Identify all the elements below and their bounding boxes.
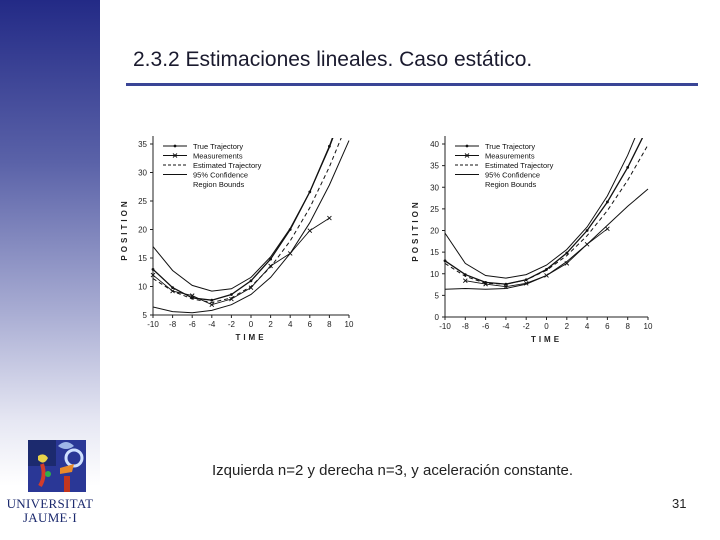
y-tick-label: 20 <box>138 226 147 235</box>
y-tick-label: 15 <box>138 254 147 263</box>
measurement-point <box>307 228 313 233</box>
series-line-estimated-trajectory <box>153 138 342 304</box>
true-trajectory-point <box>249 279 253 283</box>
legend-label: Estimated Trajectory <box>193 161 262 170</box>
legend-label: 95% Confidence <box>485 171 540 180</box>
legend-marker <box>464 153 470 158</box>
true-trajectory-point <box>606 200 609 204</box>
x-tick-label: 2 <box>565 322 570 331</box>
series-line-true-trajectory <box>445 138 644 285</box>
measurement-point <box>189 293 195 298</box>
legend-label: Measurements <box>193 152 243 161</box>
x-tick-label: 8 <box>327 320 332 329</box>
slide-caption: Izquierda n=2 y derecha n=3, y aceleraci… <box>212 462 574 479</box>
true-trajectory-point <box>443 259 447 263</box>
title-rule <box>126 83 698 86</box>
true-trajectory-point <box>171 286 174 290</box>
series-line-upper-bound <box>445 138 636 279</box>
legend-label: Region Bounds <box>193 180 245 189</box>
x-tick-label: -10 <box>147 320 159 329</box>
x-tick-label: -4 <box>502 322 510 331</box>
measurement-point <box>209 302 215 308</box>
chart-right: 0 5 10 15 20 25 30 35 40 -10 -8 -6 -4 -2 0 2 4 6 8 10 TIME PO… <box>411 136 653 344</box>
legend-label: Measurements <box>485 152 535 161</box>
series-line-measurements <box>465 228 608 288</box>
measurement-point <box>268 263 273 269</box>
x-tick-label: 6 <box>605 322 610 331</box>
legend-marker <box>172 153 178 158</box>
y-tick-label: 25 <box>430 205 439 214</box>
series-line-upper-bound <box>153 138 334 292</box>
x-tick-label: 6 <box>308 320 313 329</box>
y-axis-label: POSITION <box>411 199 420 261</box>
true-trajectory-point <box>230 293 233 296</box>
y-tick-label: 40 <box>430 140 439 149</box>
y-tick-label: 0 <box>435 313 440 322</box>
x-tick-label: -2 <box>523 322 531 331</box>
series-line-measurements <box>153 217 330 306</box>
legend-label: True Trajectory <box>485 142 535 151</box>
measurement-point <box>229 296 234 302</box>
series-line-estimated-trajectory <box>445 144 649 285</box>
slide-title: 2.3.2 Estimaciones lineales. Caso estáti… <box>133 48 533 71</box>
series-line-lower-bound <box>445 188 649 290</box>
true-trajectory-point <box>626 165 630 169</box>
y-tick-label: 15 <box>430 248 439 257</box>
true-trajectory-point <box>585 229 589 232</box>
x-tick-label: 4 <box>585 322 590 331</box>
legend-label: 95% Confidence <box>193 171 248 180</box>
measurement-point <box>605 226 610 232</box>
y-tick-label: 10 <box>430 270 439 279</box>
x-axis-label: TIME <box>235 333 266 342</box>
y-tick-label: 35 <box>138 140 147 149</box>
true-trajectory-point <box>269 257 272 261</box>
y-axis-label: POSITION <box>120 198 129 260</box>
legend-label: True Trajectory <box>193 142 243 151</box>
legend-marker <box>173 144 177 148</box>
page-number: 31 <box>672 496 687 511</box>
y-tick-label: 25 <box>138 197 147 206</box>
x-tick-label: -6 <box>482 322 490 331</box>
x-tick-label: 8 <box>625 322 630 331</box>
measurement-point <box>150 272 156 278</box>
x-tick-label: -10 <box>439 322 451 331</box>
measurement-point <box>327 215 332 221</box>
y-tick-label: 35 <box>430 162 439 171</box>
measurement-point <box>248 285 254 290</box>
true-trajectory-point <box>565 251 569 255</box>
university-logo-icon <box>28 440 86 492</box>
legend-label: Estimated Trajectory <box>485 161 554 170</box>
measurement-point <box>462 278 468 283</box>
y-tick-label: 20 <box>430 227 439 236</box>
x-tick-label: 0 <box>544 322 549 331</box>
x-tick-label: -6 <box>189 320 197 329</box>
x-tick-label: 4 <box>288 320 293 329</box>
legend-label: Region Bounds <box>485 180 537 189</box>
true-trajectory-point <box>151 268 155 271</box>
chart-left: 5 10 15 20 25 30 35 -10 -8 -6 -4 -2 0 2 4 6 8 10 TIME POSIT… <box>120 136 354 342</box>
x-tick-label: -8 <box>169 320 177 329</box>
x-axis-label: TIME <box>531 335 562 344</box>
y-tick-label: 30 <box>138 169 147 178</box>
x-tick-label: 2 <box>268 320 273 329</box>
series-line-lower-bound <box>153 140 350 314</box>
x-tick-label: 10 <box>345 320 354 329</box>
y-tick-label: 5 <box>143 311 148 320</box>
y-tick-label: 10 <box>138 283 147 292</box>
x-tick-label: 0 <box>249 320 254 329</box>
x-tick-label: 10 <box>644 322 653 331</box>
x-tick-label: -2 <box>228 320 236 329</box>
true-trajectory-point <box>210 298 214 302</box>
legend-marker <box>465 144 469 148</box>
series-line-true-trajectory <box>153 138 334 301</box>
y-tick-label: 30 <box>430 183 439 192</box>
x-tick-label: -8 <box>462 322 470 331</box>
x-tick-label: -4 <box>208 320 216 329</box>
logo-text-line1: UNIVERSITAT <box>6 496 94 511</box>
logo-text-line2: JAUME·I <box>22 510 78 525</box>
y-tick-label: 5 <box>435 291 440 300</box>
